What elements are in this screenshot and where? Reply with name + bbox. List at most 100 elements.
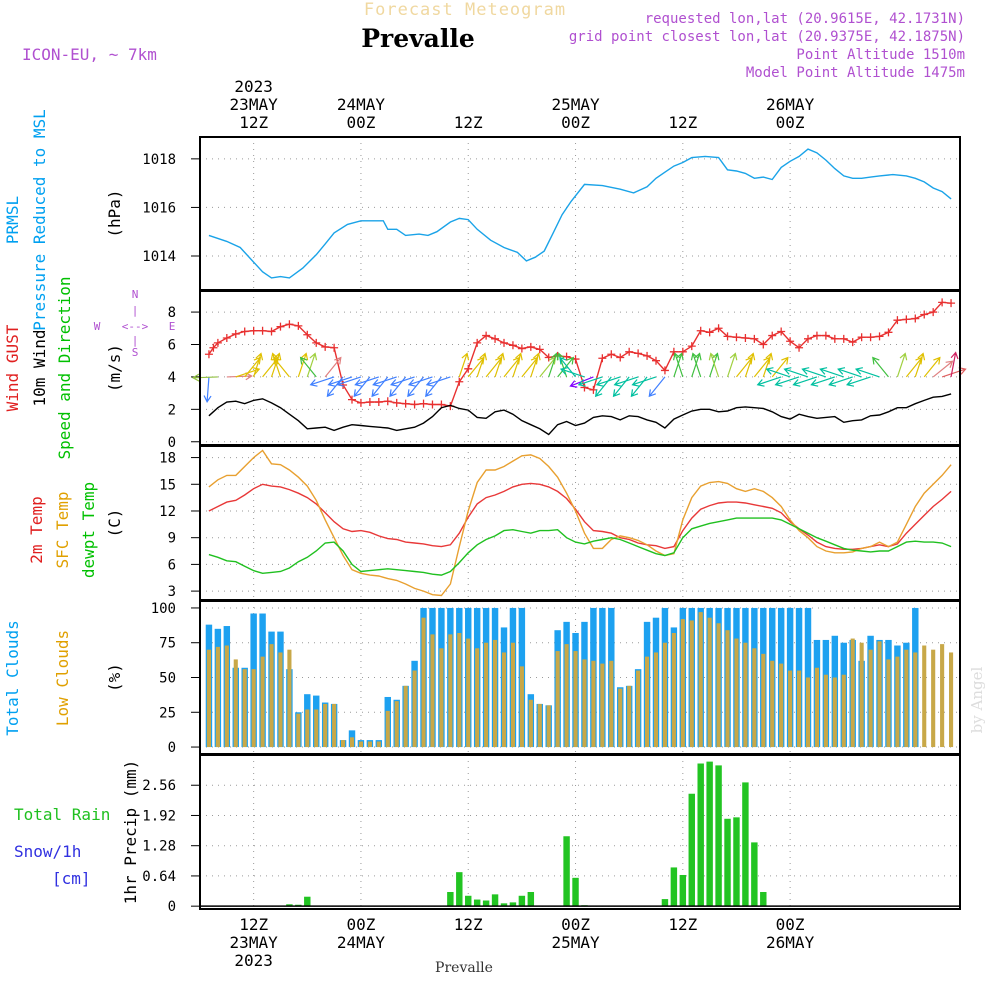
gust-marker — [598, 354, 607, 363]
bar — [895, 656, 900, 748]
gust-marker — [204, 350, 213, 359]
panel-label: Pressure Reduced to MSL — [30, 109, 49, 331]
ytick-label: 1.92 — [142, 808, 176, 824]
wind-arrow — [309, 376, 335, 387]
gust-marker — [312, 338, 321, 347]
gust-marker — [634, 349, 643, 358]
gust-marker — [750, 334, 759, 343]
bar — [706, 761, 713, 907]
gust-marker — [222, 334, 231, 343]
wind-arrow — [648, 376, 666, 398]
ytick-label: 75 — [159, 636, 176, 652]
bar — [509, 902, 517, 907]
bar — [358, 741, 363, 748]
wind-arrow — [932, 360, 954, 378]
series-line — [208, 517, 952, 576]
bar — [491, 894, 499, 907]
bar — [564, 644, 569, 748]
panel-clouds: 0 25 50 75 100 Total Clouds Low Clouds (%) — [3, 600, 961, 756]
wind-arrow — [503, 356, 521, 378]
compass-arrows: <--> — [122, 320, 149, 333]
wind-arrow — [762, 352, 774, 378]
ytick-label: 18 — [159, 451, 176, 467]
bar — [627, 685, 632, 748]
bottom-time-label: 12Z — [454, 915, 483, 934]
wind-arrow — [539, 356, 557, 378]
bar — [582, 659, 587, 748]
series-line — [208, 301, 952, 407]
bar — [707, 617, 712, 748]
gust-marker — [607, 350, 616, 359]
bar — [563, 836, 570, 907]
bar — [661, 899, 669, 907]
wind-arrow — [613, 376, 639, 387]
bottom-time-label: 23MAY — [230, 933, 279, 952]
gust-marker — [714, 324, 723, 333]
panel-label: Wind GUST — [3, 324, 22, 411]
wind-arrow — [557, 356, 575, 378]
gust-marker — [875, 332, 884, 341]
bar — [931, 649, 936, 748]
bar — [456, 872, 463, 907]
wind-arrow — [407, 376, 433, 387]
wind-arrow — [595, 376, 621, 387]
bar — [367, 741, 372, 748]
location-title: Prevalle — [361, 24, 475, 53]
gust-marker — [812, 331, 821, 340]
gust-marker — [723, 332, 732, 341]
gust-marker — [687, 342, 696, 351]
bar — [653, 652, 659, 748]
panel-label: 10m Wind — [30, 329, 49, 406]
gust-marker — [249, 326, 258, 335]
ytick-label: 1018 — [142, 152, 176, 168]
gust-marker — [365, 398, 374, 407]
wind-arrow — [389, 376, 415, 387]
wind-arrow — [828, 376, 853, 387]
compass-s: S — [132, 346, 139, 359]
bar — [742, 782, 749, 907]
bottom-time-label: 00Z — [776, 915, 805, 934]
bar — [314, 709, 319, 748]
gust-marker — [857, 333, 866, 342]
wind-arrow — [494, 352, 505, 378]
gust-marker — [938, 298, 947, 307]
bar — [679, 874, 687, 907]
bottom-time-label: 24MAY — [337, 933, 386, 952]
bar — [645, 656, 650, 748]
bar — [224, 645, 229, 748]
wind-arrow — [801, 367, 827, 378]
bar — [537, 703, 542, 748]
bar — [680, 619, 685, 748]
gust-marker — [508, 341, 517, 350]
top-time-label: 00Z — [561, 113, 590, 132]
bar — [752, 648, 757, 748]
bar — [850, 638, 855, 748]
gust-marker — [643, 351, 652, 360]
wind-arrow — [708, 352, 720, 378]
ytick-label: 2.56 — [142, 778, 176, 794]
bar — [743, 642, 748, 748]
bar — [770, 660, 775, 748]
gust-marker — [669, 347, 678, 356]
bar — [510, 642, 515, 748]
wind-arrow — [845, 376, 871, 387]
ytick-label: 6 — [168, 557, 176, 573]
bar — [814, 667, 819, 748]
ytick-label: 0.64 — [142, 869, 176, 885]
bar — [305, 709, 310, 748]
bar — [698, 612, 703, 748]
gust-marker — [795, 343, 804, 352]
wind-arrow — [905, 356, 923, 378]
bar — [430, 634, 435, 748]
bottom-time-label: 00Z — [561, 915, 590, 934]
wind-arrow — [244, 356, 262, 378]
gust-marker — [777, 327, 786, 336]
ytick-label: 9 — [168, 531, 176, 547]
ytick-label: 15 — [159, 477, 176, 493]
bar — [296, 713, 301, 748]
gust-marker — [419, 399, 428, 408]
bar — [439, 648, 444, 748]
bar — [600, 663, 605, 748]
